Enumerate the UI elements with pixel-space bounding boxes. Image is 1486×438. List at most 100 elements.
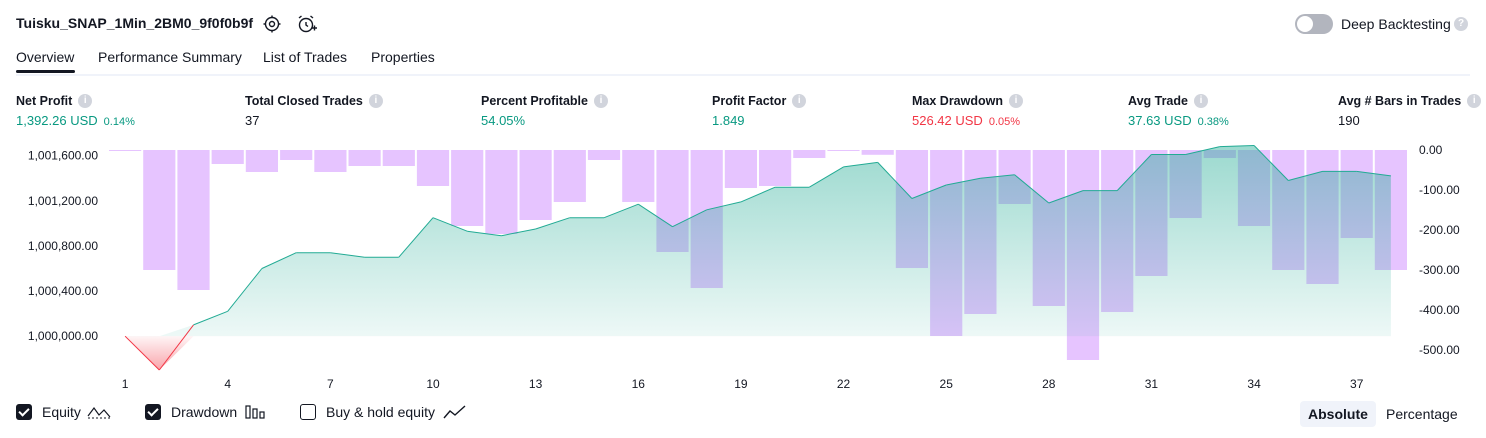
info-icon[interactable]: i [1193,94,1208,108]
info-icon[interactable]: i [1009,94,1023,108]
metric-total-closed-trades: Total Closed Trades i 37 [245,94,383,128]
info-icon[interactable]: i [368,94,383,108]
equity-positive-fill [125,145,1391,337]
drawdown-bar [622,150,655,202]
equity-line-segment [1116,154,1152,191]
buy-hold-checkbox[interactable] [300,404,316,420]
metric-value: 37 [245,113,260,128]
x-axis-tick: 7 [327,377,334,391]
legend-buy-hold[interactable]: Buy & hold equity [300,404,467,420]
drawdown-bar [416,150,450,186]
left-axis-tick: 1,001,600.00 [28,149,98,163]
info-icon[interactable]: i [78,94,93,108]
drawdown-checkbox[interactable] [145,404,161,420]
metric-label: Avg # Bars in Trades [1338,94,1462,108]
drawdown-bar [485,150,518,234]
metric-profit-factor: Profit Factor i 1.849 [712,94,807,128]
equity-line-segment [501,228,536,237]
percentage-button[interactable]: Percentage [1386,406,1458,422]
equity-line-segment [1253,145,1289,181]
drawdown-bar [143,150,176,270]
equity-line-segment [330,252,365,258]
drawdown-bar [280,150,313,160]
drawdown-bar [314,150,347,172]
equity-line-segment [1288,170,1323,181]
legend-equity[interactable]: Equity [16,404,111,420]
metric-avg-bars: Avg # Bars in Trades i 190 [1338,94,1482,128]
left-axis-tick: 1,000,800.00 [28,239,98,253]
x-axis-tick: 16 [632,377,646,391]
tab-properties[interactable]: Properties [371,49,435,65]
drawdown-bar [109,150,142,151]
metric-value: 526.42 USD [912,113,983,128]
x-axis-tick: 10 [426,377,440,391]
settings-icon[interactable] [260,12,284,36]
info-icon[interactable]: i [593,94,608,108]
deep-backtesting-toggle[interactable] [1295,14,1333,34]
right-axis-tick: 0.00 [1419,143,1443,157]
x-axis-tick: 1 [122,377,129,391]
legend-label: Equity [42,404,81,420]
equity-line-segment [432,217,468,232]
metric-value: 1,392.26 USD [16,113,98,128]
metric-label: Avg Trade [1128,94,1188,108]
equity-line-segment [158,324,194,371]
metric-label: Max Drawdown [912,94,1003,108]
metric-value: 1.849 [712,113,745,128]
metric-percent: 0.38% [1197,116,1229,128]
x-axis-tick: 28 [1042,377,1056,391]
toggle-knob [1297,16,1313,32]
tab-performance-summary[interactable]: Performance Summary [98,49,242,65]
drawdown-bar [759,150,792,186]
right-axis-tick: -200.00 [1419,223,1460,237]
left-axis-tick: 1,000,400.00 [28,284,98,298]
active-tab-indicator [16,70,75,73]
equity-line-segment [467,230,502,237]
legend-drawdown[interactable]: Drawdown [145,404,267,420]
left-axis-tick: 1,000,000.00 [28,329,98,343]
x-axis-tick: 25 [940,377,954,391]
equity-line-segment [1219,145,1255,148]
right-axis-tick: -300.00 [1419,263,1460,277]
equity-checkbox[interactable] [16,404,32,420]
legend-label: Buy & hold equity [326,404,435,420]
trend-line-icon [443,405,466,419]
equity-line-segment [227,268,263,312]
equity-line-segment [809,166,844,188]
equity-line-segment [911,184,947,199]
equity-line-segment [1014,174,1050,204]
tab-list-of-trades[interactable]: List of Trades [263,49,348,65]
absolute-button[interactable]: Absolute [1300,401,1376,427]
equity-line-segment [261,252,297,269]
right-axis-tick: -100.00 [1419,183,1460,197]
equity-line-icon [87,406,111,419]
tab-overview[interactable]: Overview [16,49,75,65]
equity-line-segment [124,335,160,371]
equity-line-segment [877,162,913,199]
drawdown-bar [211,150,244,164]
equity-line-segment [603,203,639,219]
drawdown-bar [177,150,210,290]
equity-line-segment [740,186,776,203]
right-axis-tick: -500.00 [1419,343,1460,357]
drawdown-bar [245,150,278,172]
metric-label: Profit Factor [712,94,787,108]
equity-area [124,145,1391,371]
add-alert-icon[interactable] [294,12,318,36]
drawdown-bar [793,150,826,158]
help-icon[interactable]: ? [1454,17,1468,31]
info-icon[interactable]: i [1467,94,1482,108]
metric-max-drawdown: Max Drawdown i 526.42 USD 0.05% [912,94,1023,128]
equity-line-segment [672,209,707,228]
metric-value: 37.63 USD [1128,113,1192,128]
equity-line-segment [1356,170,1391,177]
equity-line-segment [638,203,673,228]
drawdown-bar [519,150,552,220]
drawdown-bar [724,150,757,188]
equity-line-segment [946,177,981,186]
tab-bar: Overview Performance Summary List of Tra… [16,48,1470,76]
info-icon[interactable]: i [792,94,807,108]
deep-backtesting-label: Deep Backtesting [1341,16,1451,32]
drawdown-bar [348,150,381,166]
equity-line-segment [1048,190,1084,204]
